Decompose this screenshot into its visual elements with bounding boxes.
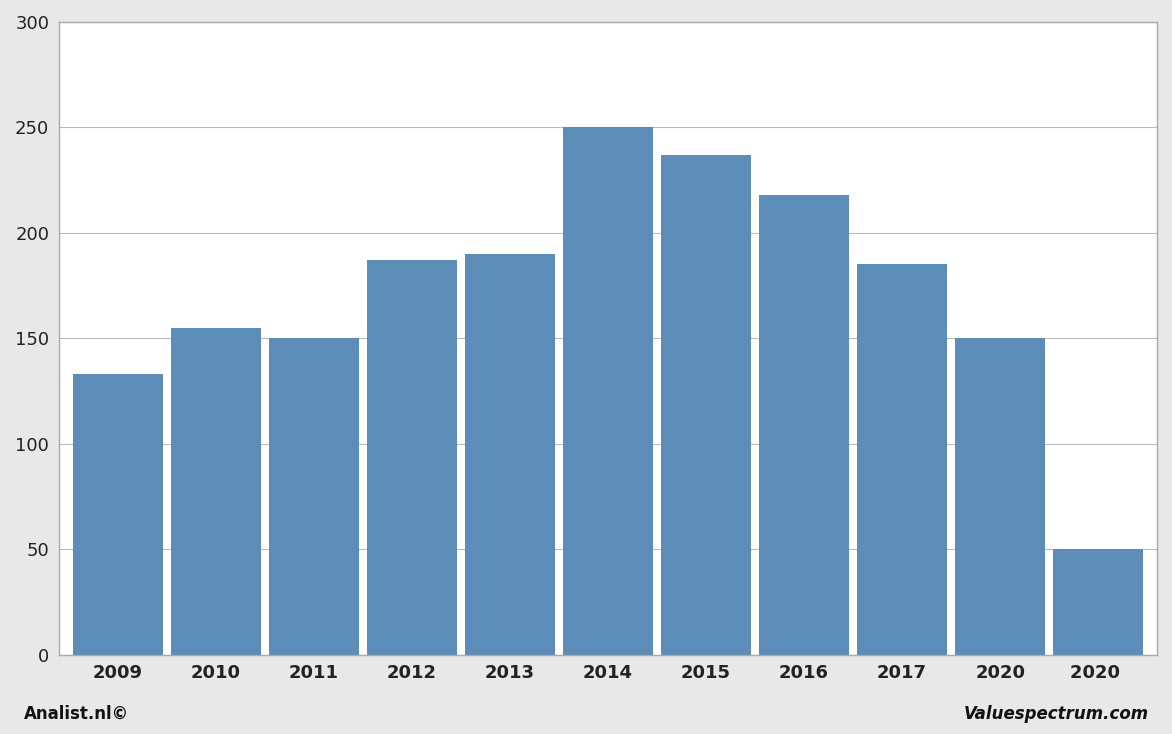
- Bar: [759, 195, 850, 655]
- Bar: [465, 254, 556, 655]
- Bar: [367, 261, 457, 655]
- Bar: [268, 338, 359, 655]
- Bar: [857, 264, 947, 655]
- Bar: [955, 338, 1045, 655]
- Bar: [73, 374, 163, 655]
- Bar: [661, 155, 751, 655]
- Text: Analist.nl©: Analist.nl©: [23, 705, 129, 723]
- Text: Valuespectrum.com: Valuespectrum.com: [963, 705, 1149, 723]
- Bar: [1054, 549, 1143, 655]
- Bar: [171, 328, 261, 655]
- Bar: [563, 128, 653, 655]
